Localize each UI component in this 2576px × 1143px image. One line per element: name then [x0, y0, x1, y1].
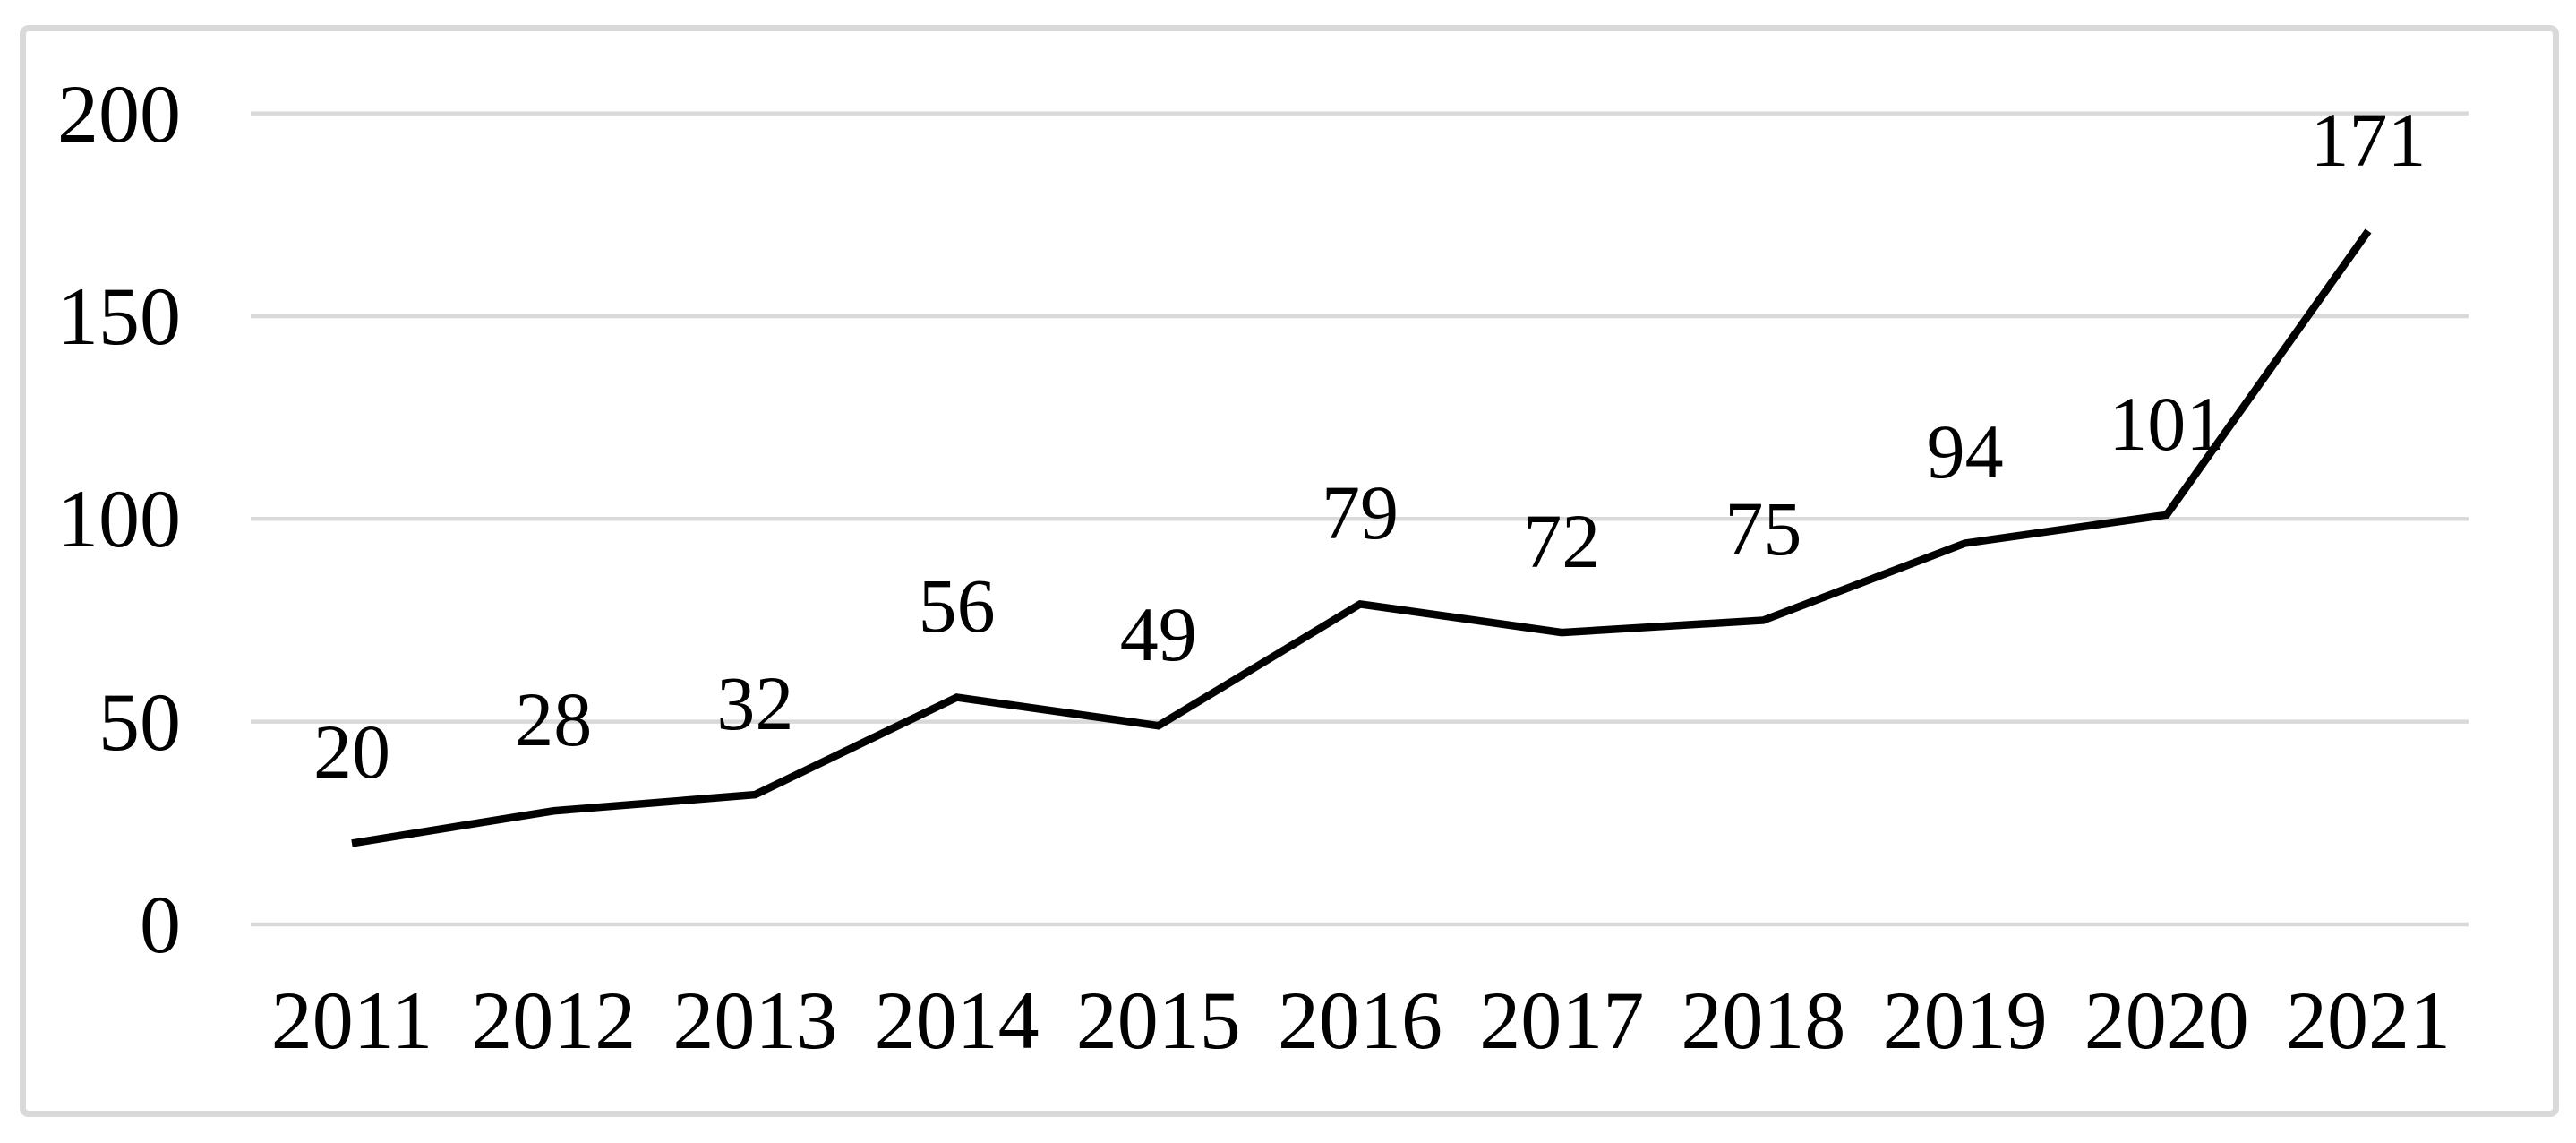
- y-tick-label-50: 50: [98, 675, 181, 768]
- x-tick-label-2021: 2021: [2286, 975, 2451, 1066]
- x-tick-label-2011: 2011: [270, 975, 433, 1066]
- x-tick-label-2015: 2015: [1075, 975, 1241, 1066]
- x-tick-label-2018: 2018: [1681, 975, 1846, 1066]
- chart-border: [20, 25, 2559, 1117]
- x-tick-label-2013: 2013: [672, 975, 838, 1066]
- y-tick-label-0: 0: [140, 879, 181, 970]
- data-label-2016: 79: [1322, 469, 1399, 556]
- x-tick-label-2019: 2019: [1882, 975, 2048, 1066]
- data-label-2013: 32: [716, 660, 794, 747]
- series-line: [351, 228, 2372, 847]
- data-label-2015: 49: [1119, 591, 1197, 678]
- data-label-2012: 28: [515, 676, 593, 763]
- y-tick-label-150: 150: [57, 270, 181, 362]
- x-tick-label-2020: 2020: [2084, 975, 2249, 1066]
- data-label-2014: 56: [918, 563, 996, 649]
- x-tick-label-2016: 2016: [1278, 975, 1442, 1066]
- data-label-2011: 20: [313, 709, 390, 795]
- data-label-2019: 94: [1926, 408, 2004, 495]
- y-tick-label-200: 200: [57, 67, 181, 159]
- data-label-2021: 171: [2310, 96, 2426, 183]
- data-label-2018: 75: [1724, 486, 1802, 572]
- x-tick-label-2014: 2014: [874, 975, 1040, 1066]
- data-label-2017: 72: [1523, 498, 1601, 585]
- x-tick-label-2017: 2017: [1479, 975, 1645, 1066]
- x-tick-label-2012: 2012: [471, 975, 637, 1066]
- y-tick-label-100: 100: [57, 473, 181, 565]
- data-label-2020: 101: [2109, 380, 2225, 467]
